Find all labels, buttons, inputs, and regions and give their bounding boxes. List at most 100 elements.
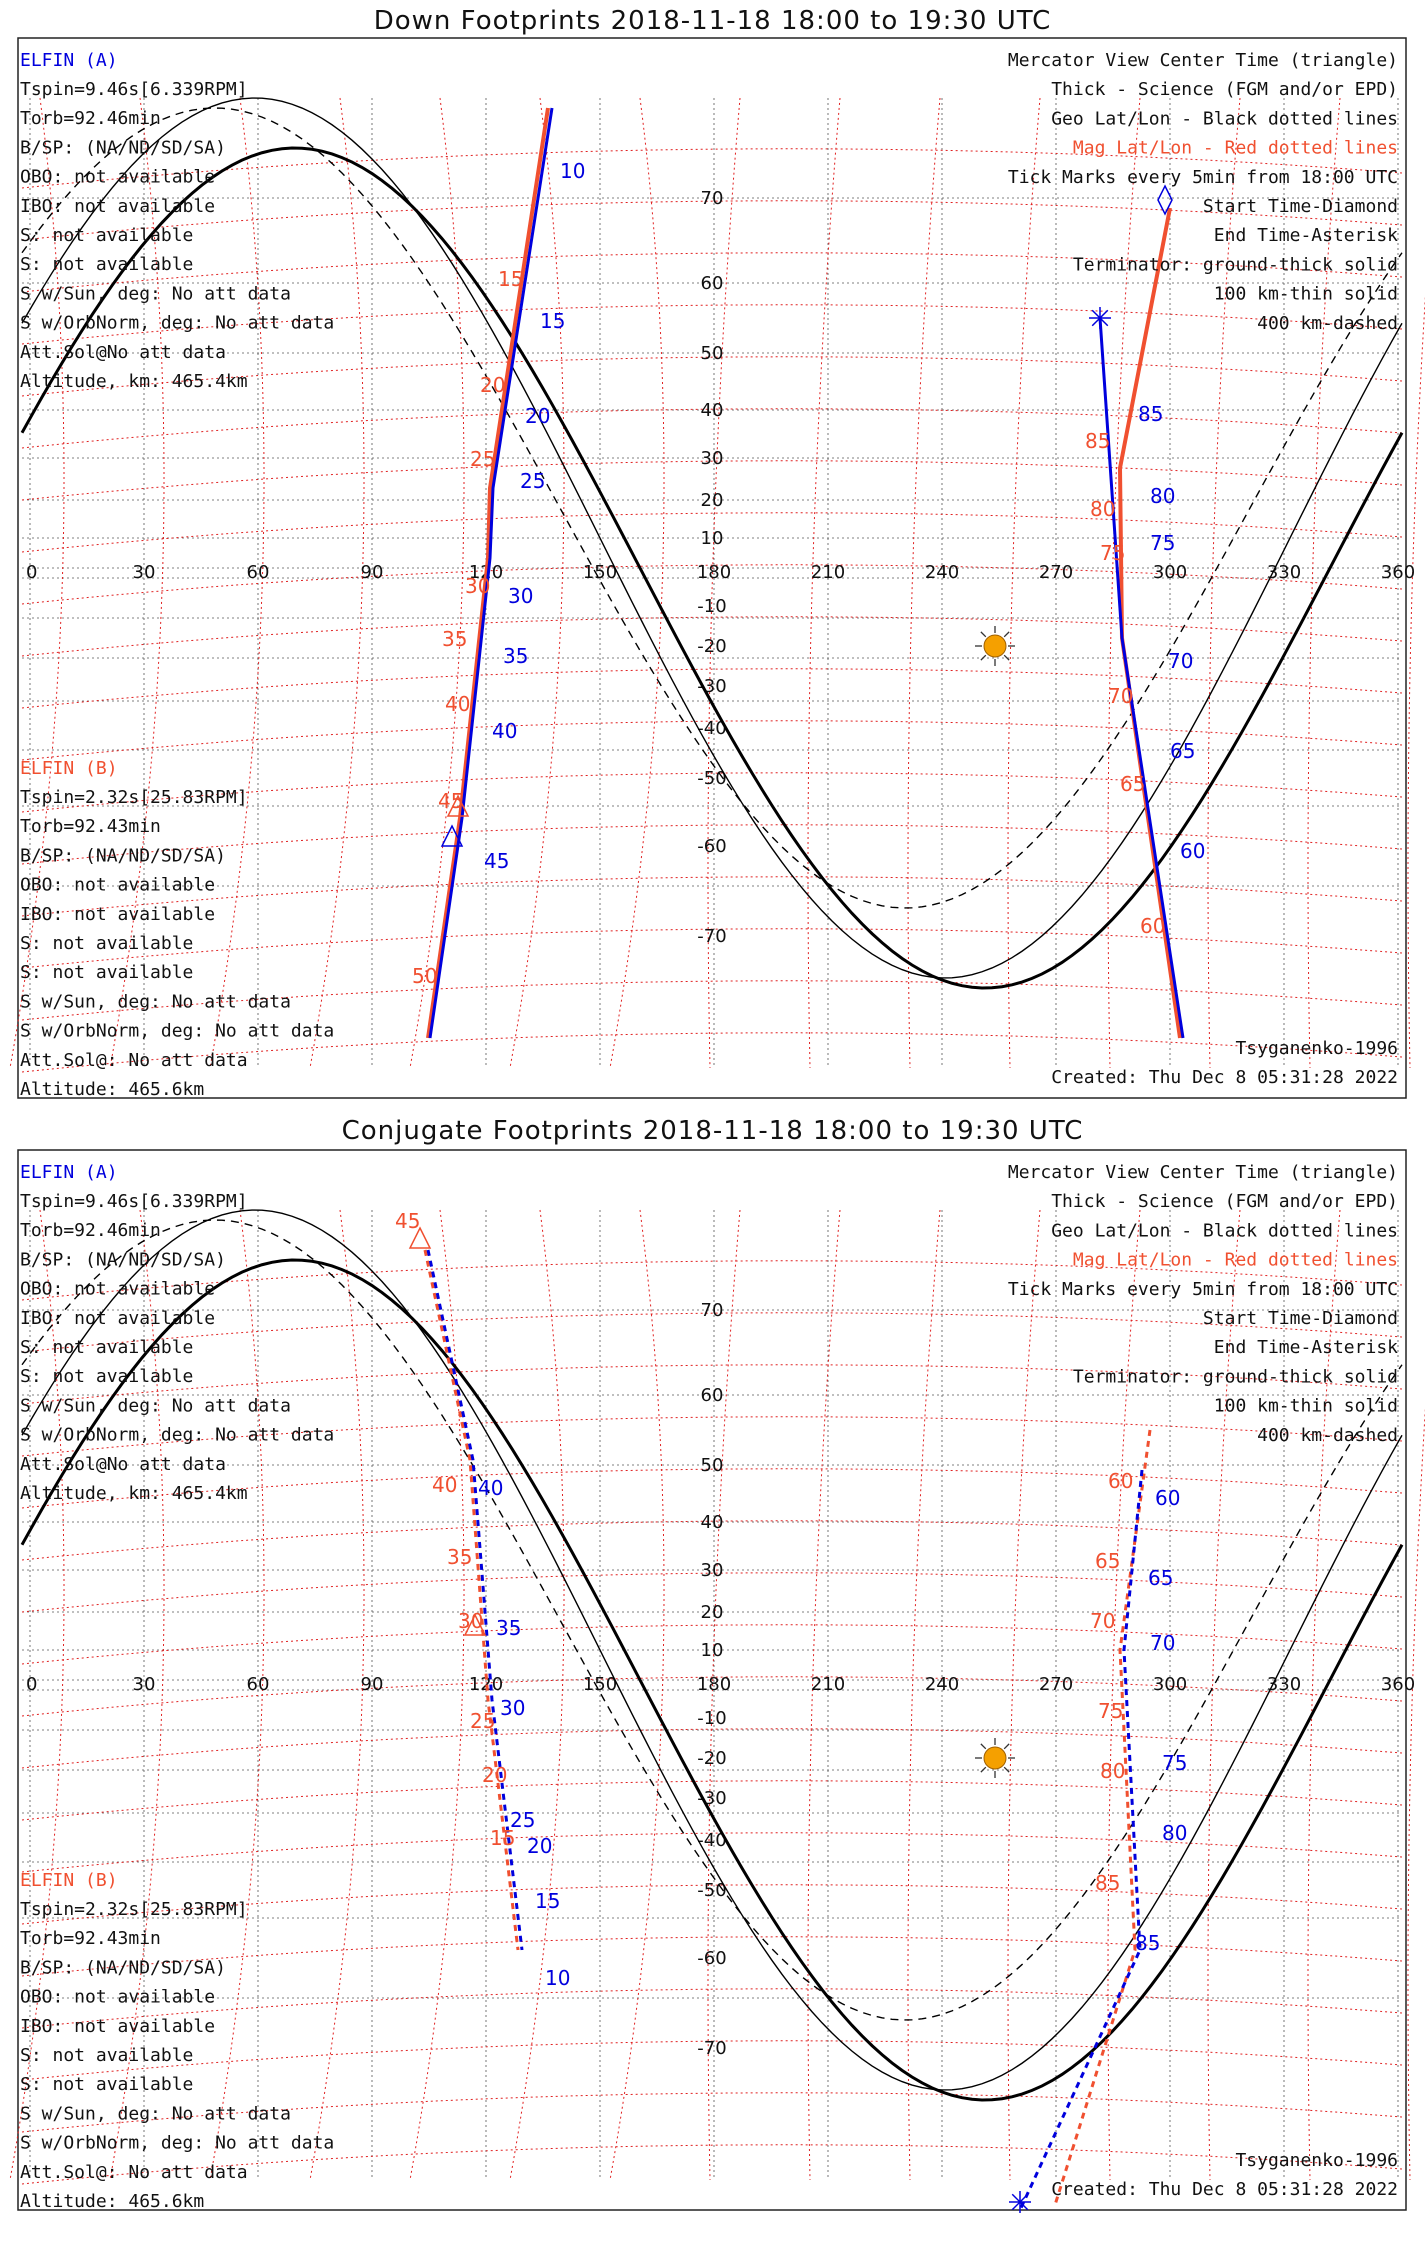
track-tick-b: 40 (445, 692, 470, 716)
mag-parallel (21, 1416, 1403, 1457)
track-tick-b: 45 (395, 1209, 420, 1233)
mag-parallel (21, 1624, 1403, 1665)
mag-parallel (21, 512, 1403, 553)
model-label: Tsyganenko-1996 (1235, 2150, 1398, 2171)
created-label: Created: Thu Dec 8 05:31:28 2022 (1051, 1067, 1398, 1088)
mag-parallel (21, 824, 1403, 865)
track-tick-b: 65 (1120, 772, 1145, 796)
terminator-400km (21, 107, 1403, 909)
track-tick-b: 20 (480, 373, 505, 397)
mag-parallel (21, 1728, 1403, 1769)
lon-tick-label: 330 (1267, 1674, 1301, 1695)
track-tick-a: 10 (560, 159, 585, 183)
legend-line: Geo Lat/Lon - Black dotted lines (1051, 1220, 1398, 1241)
elfin-a-info: ELFIN (A) Tspin=9.46s[6.339RPM] Torb=92.46… (20, 1162, 334, 1504)
lon-tick-label: 300 (1153, 562, 1187, 583)
elfin-b-line: B/SP: (NA/ND/SD/SA) (20, 1957, 226, 1978)
legend: Mercator View Center Time (triangle) Thic… (1008, 1162, 1398, 1446)
mag-parallel (21, 252, 1403, 293)
mag-parallel (21, 356, 1403, 397)
elfin-b-line: S w/OrbNorm, deg: No att data (20, 2133, 334, 2154)
center-triangle-b2 (463, 1613, 487, 1636)
elfin-a-line: S: not available (20, 225, 193, 246)
mag-parallel (21, 2144, 1403, 2185)
model-label: Tsyganenko-1996 (1235, 1038, 1398, 1059)
elfin-a-line: Torb=92.46min (20, 108, 161, 129)
track-tick-a: 35 (503, 644, 528, 668)
lon-tick-label: 60 (247, 1674, 270, 1695)
lon-tick-label: 0 (26, 562, 37, 583)
elfin-b-line: S w/Sun, deg: No att data (20, 2103, 291, 2124)
track-tick-b: 40 (432, 1473, 457, 1497)
mag-parallel (21, 720, 1403, 761)
mag-grid (9, 97, 1425, 1073)
track-tick-a: 75 (1162, 1751, 1187, 1775)
mag-meridian (1307, 1209, 1341, 2181)
lon-tick-label: 210 (811, 562, 845, 583)
map-frame (17, 1149, 1407, 2211)
elfin-a-line: IBO: not available (20, 1308, 215, 1329)
track-tick-a: 85 (1138, 402, 1163, 426)
track-tick-b: 60 (1108, 1469, 1133, 1493)
lat-tick-label: -60 (697, 836, 726, 857)
legend-line: Mag Lat/Lon - Red dotted lines (1073, 138, 1398, 159)
lon-tick-label: 90 (361, 1674, 384, 1695)
legend-line: Tick Marks every 5min from 18:00 UTC (1008, 167, 1398, 188)
elfin-a-line: Altitude, km: 465.4km (20, 371, 248, 392)
mag-parallel (21, 2040, 1403, 2081)
track-tick-a: 80 (1150, 484, 1175, 508)
mag-parallel (21, 1260, 1403, 1301)
lat-tick-label: 60 (701, 1385, 724, 1406)
elfin-b-line: Torb=92.43min (20, 816, 161, 837)
track-elfin-b-west (423, 1249, 520, 1951)
mag-parallel (21, 564, 1403, 605)
mag-meridian (209, 1209, 265, 2181)
mag-meridian (907, 1209, 941, 2181)
elfin-a-line: S: not available (20, 1337, 193, 1358)
lat-tick-label: -10 (697, 596, 726, 617)
track-elfin-a-east (1098, 317, 1185, 1039)
lon-tick-label: 90 (361, 562, 384, 583)
conjugate-footprint-panel: 0 30 60 90 120 150 180 210 240 270 300 330 360 70 60 50… (9, 1149, 1425, 2213)
elfin-a-line: S w/OrbNorm, deg: No att data (20, 1425, 334, 1446)
lat-tick-label: -40 (697, 1830, 726, 1851)
elfin-a-line: S w/OrbNorm, deg: No att data (20, 313, 334, 334)
elfin-b-line: OBO: not available (20, 1987, 215, 2008)
elfin-b-info: ELFIN (B) Tspin=2.32s[25.83RPM] Torb=92.43… (20, 758, 334, 1100)
elfin-b-line: OBO: not available (20, 875, 215, 896)
panel-title-conjugate: Conjugate Footprints 2018-11-18 18:00 to… (341, 1116, 1084, 1146)
mag-meridian (907, 97, 941, 1069)
elfin-a-line: OBO: not available (20, 167, 215, 188)
legend-line: Thick - Science (FGM and/or EPD) (1051, 79, 1398, 100)
lon-tick-label: 180 (697, 562, 731, 583)
center-triangle-a (440, 824, 464, 847)
mag-meridian (1307, 97, 1341, 1069)
track-tick-b: 45 (438, 789, 463, 813)
terminator-400km (21, 1219, 1403, 2021)
track-tick-b: 35 (442, 627, 467, 651)
track-tick-a: 20 (525, 404, 550, 428)
mag-parallel (21, 1520, 1403, 1561)
lat-tick-label: 30 (701, 1560, 724, 1581)
track-tick-a: 65 (1170, 739, 1195, 763)
mag-meridian (1107, 97, 1141, 1069)
track-tick-a: 85 (1135, 1931, 1160, 1955)
mag-meridian (1107, 1209, 1141, 2181)
legend-line: Geo Lat/Lon - Black dotted lines (1051, 108, 1398, 129)
track-tick-b: 80 (1090, 497, 1115, 521)
legend-line: End Time-Asterisk (1214, 225, 1398, 246)
panel-title-down: Down Footprints 2018-11-18 18:00 to 19:3… (373, 6, 1052, 36)
elfin-a-name: ELFIN (A) (20, 50, 118, 71)
track-tick-a: 10 (545, 1966, 570, 1990)
elfin-a-line: B/SP: (NA/ND/SD/SA) (20, 1249, 226, 1270)
mag-meridian (707, 97, 741, 1069)
track-tick-a: 70 (1150, 1631, 1175, 1655)
lat-tick-label: 30 (701, 448, 724, 469)
track-tick-a: 60 (1155, 1486, 1180, 1510)
elfin-b-line: Tspin=2.32s[25.83RPM] (20, 787, 248, 808)
sun-ray (980, 1743, 987, 1750)
lat-tick-label: 70 (701, 1300, 724, 1321)
elfin-a-line: S w/Sun, deg: No att data (20, 1395, 291, 1416)
mag-parallel (21, 928, 1403, 969)
center-triangle-b (446, 794, 470, 817)
